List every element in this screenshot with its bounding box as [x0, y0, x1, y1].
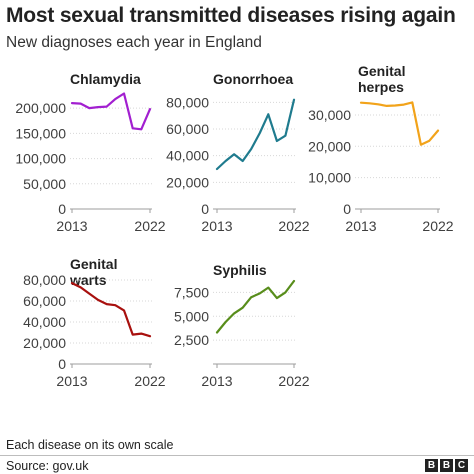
- y-tick-label: 20,000: [166, 174, 209, 190]
- x-tick-label: 2022: [134, 218, 165, 234]
- y-tick-label: 60,000: [166, 121, 209, 137]
- panel-title: warts: [69, 272, 107, 288]
- footer-divider: [0, 455, 474, 456]
- y-tick-label: 100,000: [15, 151, 66, 167]
- y-tick-label: 10,000: [308, 170, 351, 186]
- y-tick-label: 2,500: [174, 332, 209, 348]
- panel-title: Genital: [70, 256, 117, 272]
- x-tick-label: 2013: [345, 218, 376, 234]
- y-tick-label: 40,000: [23, 314, 66, 330]
- y-tick-label: 30,000: [308, 107, 351, 123]
- panel-title: Syphilis: [213, 262, 267, 278]
- x-tick-label: 2013: [201, 218, 232, 234]
- x-tick-label: 2022: [422, 218, 453, 234]
- x-tick-label: 2022: [278, 373, 309, 389]
- y-tick-label: 20,000: [23, 335, 66, 351]
- logo-letter: C: [455, 459, 468, 472]
- y-tick-label: 80,000: [166, 94, 209, 110]
- series-line: [70, 282, 152, 338]
- x-tick-label: 2022: [134, 373, 165, 389]
- logo-letter: B: [440, 459, 453, 472]
- y-tick-label: 40,000: [166, 148, 209, 164]
- source-label: Source: gov.uk: [6, 459, 89, 473]
- series-line: [215, 279, 296, 334]
- y-tick-label: 20,000: [308, 138, 351, 154]
- y-tick-label: 0: [58, 201, 66, 217]
- y-tick-label: 60,000: [23, 293, 66, 309]
- series-line: [215, 98, 296, 171]
- logo-letter: B: [425, 459, 438, 472]
- chart-title: Most sexual transmitted diseases rising …: [6, 4, 456, 27]
- y-tick-label: 50,000: [23, 176, 66, 192]
- y-tick-label: 0: [58, 356, 66, 372]
- chart-subtitle: New diagnoses each year in England: [6, 34, 262, 51]
- x-tick-label: 2022: [278, 218, 309, 234]
- y-tick-label: 0: [201, 201, 209, 217]
- y-tick-label: 7,500: [174, 284, 209, 300]
- x-tick-label: 2013: [56, 373, 87, 389]
- scale-note: Each disease on its own scale: [6, 438, 174, 452]
- panel-title: Gonorrhoea: [213, 71, 293, 87]
- panel-title: herpes: [358, 79, 404, 95]
- y-tick-label: 150,000: [15, 125, 66, 141]
- y-tick-label: 80,000: [23, 272, 66, 288]
- x-tick-label: 2013: [201, 373, 232, 389]
- y-tick-label: 200,000: [15, 100, 66, 116]
- panel-title: Chlamydia: [70, 71, 141, 87]
- bbc-logo: B B C: [425, 459, 468, 472]
- y-tick-label: 0: [343, 201, 351, 217]
- x-tick-label: 2013: [56, 218, 87, 234]
- y-tick-label: 5,000: [174, 308, 209, 324]
- series-line: [70, 92, 152, 131]
- panel-title: Genital: [358, 63, 405, 79]
- series-line: [359, 101, 440, 146]
